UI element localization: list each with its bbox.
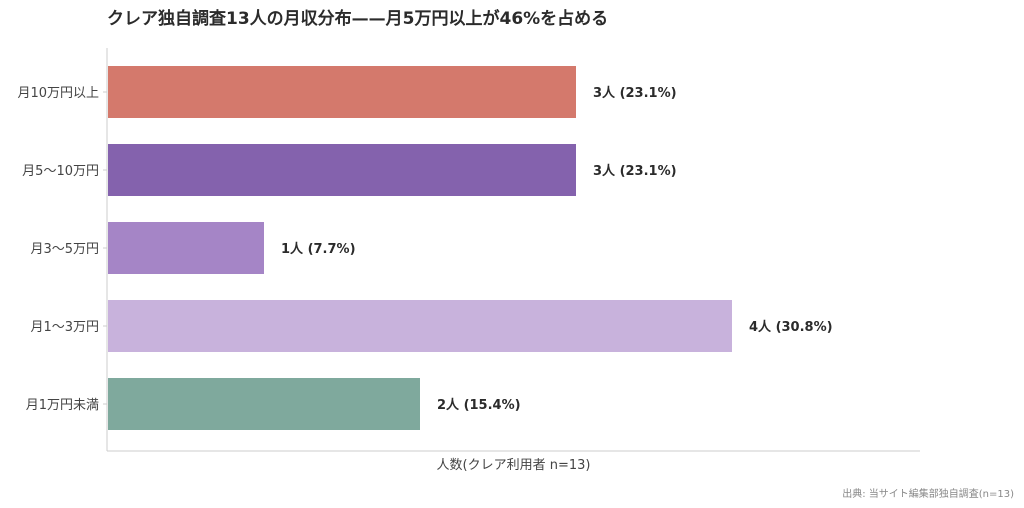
category-label-0: 月10万円以上 bbox=[17, 86, 99, 101]
bar-3 bbox=[108, 300, 732, 352]
value-label-2: 1人 (7.7%) bbox=[281, 241, 356, 257]
value-label-3: 4人 (30.8%) bbox=[749, 319, 833, 335]
value-label-1: 3人 (23.1%) bbox=[593, 163, 677, 179]
bars-group: 月10万円以上 3人 (23.1%) 月5〜10万円 3人 (23.1%) 月3〜5万円… bbox=[17, 66, 833, 430]
bar-1 bbox=[108, 144, 576, 196]
value-label-4: 2人 (15.4%) bbox=[437, 397, 521, 413]
category-label-2: 月3〜5万円 bbox=[30, 242, 99, 257]
category-label-4: 月1万円未満 bbox=[26, 398, 99, 413]
category-label-3: 月1〜3万円 bbox=[30, 320, 99, 335]
value-label-0: 3人 (23.1%) bbox=[593, 85, 677, 101]
source-note: 出典: 当サイト編集部独自調査(n=13) bbox=[842, 489, 1014, 500]
chart-title: クレア独自調査13人の月収分布——月5万円以上が46%を占める bbox=[107, 9, 609, 29]
bar-4 bbox=[108, 378, 420, 430]
category-label-1: 月5〜10万円 bbox=[22, 164, 99, 179]
bar-2 bbox=[108, 222, 264, 274]
x-axis-label: 人数(クレア利用者 n=13) bbox=[437, 458, 591, 473]
bar-0 bbox=[108, 66, 576, 118]
